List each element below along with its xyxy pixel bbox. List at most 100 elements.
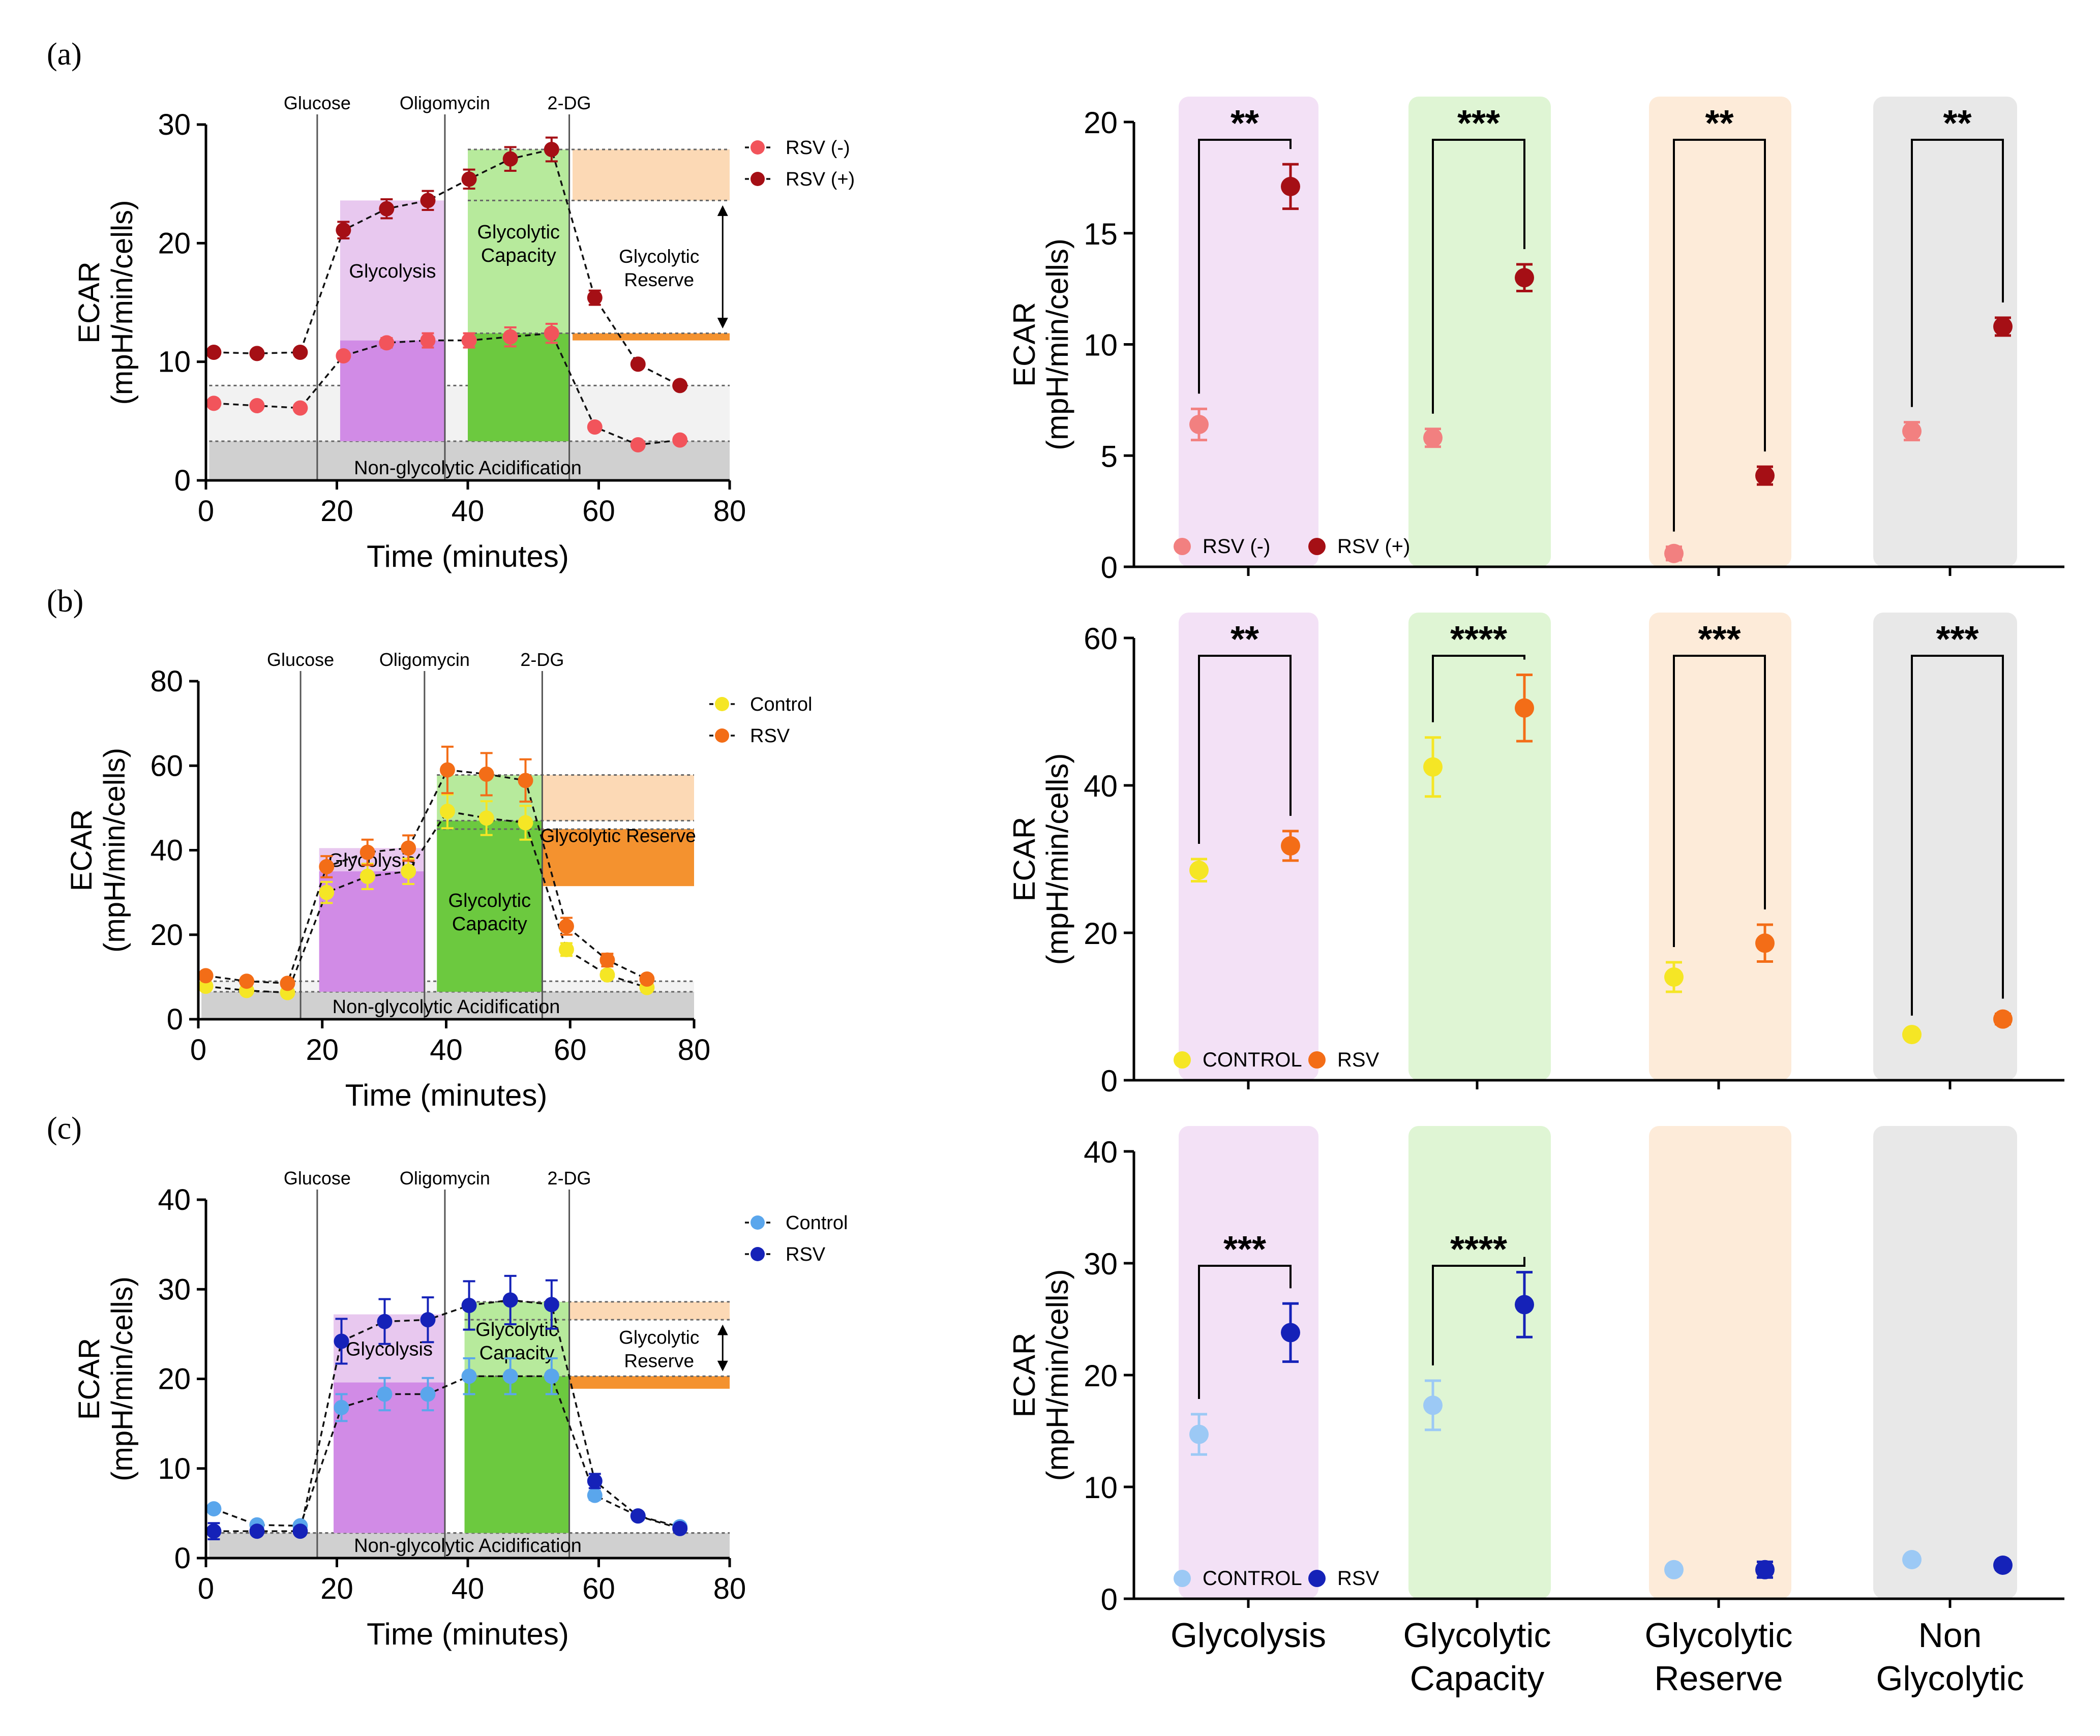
injection-label: Glucose xyxy=(267,649,334,670)
y-axis-title: (mpH/min/cells) xyxy=(1040,1269,1074,1481)
data-point xyxy=(206,395,222,411)
x-tick-label: 80 xyxy=(713,495,746,528)
x-tick-label: 80 xyxy=(713,1572,746,1605)
data-point xyxy=(359,844,375,860)
data-point xyxy=(206,1501,222,1517)
significance-stars: ** xyxy=(1231,103,1259,144)
significance-bracket xyxy=(1673,655,1766,947)
reserve-region xyxy=(569,1376,730,1389)
data-point xyxy=(502,1292,518,1308)
data-point xyxy=(1902,1025,1922,1045)
data-point xyxy=(1664,1560,1684,1579)
y-tick-label: 40 xyxy=(158,1183,191,1216)
y-axis-title: ECAR xyxy=(73,1338,106,1420)
y-axis-title: ECAR xyxy=(73,261,106,343)
legend-marker xyxy=(1308,1051,1326,1069)
nonglycolytic-label: Non-glycolytic Acidification xyxy=(354,458,582,479)
category-band xyxy=(1179,97,1318,567)
data-point xyxy=(420,1386,436,1402)
significance-bracket xyxy=(1432,139,1525,414)
data-point xyxy=(502,1368,518,1384)
category-band xyxy=(1873,97,2017,567)
x-axis-title: Time (minutes) xyxy=(367,539,569,573)
panel-label-a: (a) xyxy=(47,37,82,72)
x-tick-label: 80 xyxy=(678,1033,711,1067)
data-point xyxy=(1423,428,1443,448)
data-point xyxy=(377,1386,393,1402)
data-point xyxy=(1189,1424,1209,1444)
significance-stars: ** xyxy=(1705,103,1733,144)
reserve-label: Glycolytic xyxy=(619,246,699,267)
data-point xyxy=(587,1487,603,1503)
x-tick-label: 0 xyxy=(198,495,214,528)
data-point xyxy=(420,193,436,208)
category-label: Glycolytic xyxy=(1403,1616,1551,1655)
category-band xyxy=(1873,613,2017,1080)
legend-label: Control xyxy=(750,694,813,715)
category-band xyxy=(1408,97,1551,567)
legend-marker xyxy=(751,172,765,186)
significance-stars: *** xyxy=(1936,619,1978,660)
category-band xyxy=(1408,1126,1551,1599)
category-label: Reserve xyxy=(1654,1659,1783,1698)
data-point xyxy=(544,1368,559,1384)
series-line xyxy=(213,1375,680,1528)
data-point xyxy=(502,329,518,345)
data-point xyxy=(420,1312,436,1328)
x-tick-label: 40 xyxy=(430,1033,463,1067)
panel-label-c: (c) xyxy=(47,1111,82,1146)
nonglycolytic-label: Non-glycolytic Acidification xyxy=(354,1535,582,1557)
glycolysis-region xyxy=(319,871,425,992)
legend-marker xyxy=(715,728,729,743)
reserve-region-upper xyxy=(569,1301,730,1320)
y-tick-label: 10 xyxy=(1084,328,1118,362)
reserve-region-upper xyxy=(573,149,730,201)
x-tick-label: 0 xyxy=(198,1572,214,1605)
data-point xyxy=(461,1297,477,1313)
data-point xyxy=(249,1524,265,1539)
injection-label: Oligomycin xyxy=(400,93,490,113)
nonglycolytic-label: Non-glycolytic Acidification xyxy=(333,996,560,1018)
data-point xyxy=(319,885,335,900)
data-point xyxy=(587,1473,603,1489)
y-axis-title: ECAR xyxy=(65,809,98,891)
data-point xyxy=(249,398,265,413)
data-point xyxy=(558,941,574,957)
reserve-label: Reserve xyxy=(624,269,694,290)
data-point xyxy=(518,773,533,788)
y-tick-label: 0 xyxy=(174,1542,191,1575)
y-axis-title: ECAR xyxy=(1007,817,1041,902)
data-point xyxy=(461,171,477,187)
data-point xyxy=(630,1508,646,1524)
data-point xyxy=(1515,268,1534,288)
category-label: Non xyxy=(1918,1616,1982,1655)
reserve-region xyxy=(542,829,694,887)
glycolysis-label: Glycolysis xyxy=(349,261,436,282)
injection-label: 2-DG xyxy=(548,1168,591,1189)
y-axis-title: (mpH/min/cells) xyxy=(98,748,131,953)
legend-marker xyxy=(1174,1051,1191,1069)
data-point xyxy=(439,762,455,778)
data-point xyxy=(292,1524,308,1539)
summary-panel-2: *** ****010203040ECAR(mpH/min/cells)CONTR… xyxy=(1007,1126,2064,1617)
significance-stars: ** xyxy=(1231,619,1259,660)
x-tick-label: 60 xyxy=(582,1572,615,1605)
significance-stars: *** xyxy=(1223,1229,1266,1270)
data-point xyxy=(599,967,615,983)
significance-stars: *** xyxy=(1457,103,1500,144)
data-point xyxy=(478,810,494,826)
x-tick-label: 20 xyxy=(306,1033,339,1067)
significance-bracket xyxy=(1911,655,2004,1016)
data-point xyxy=(379,201,395,217)
y-tick-label: 10 xyxy=(1084,1471,1118,1505)
data-point xyxy=(1189,860,1209,880)
data-point xyxy=(379,335,395,351)
data-point xyxy=(587,290,603,306)
summary-panel-0: ** *** ** **05101520ECAR(mpH/min/cells)RSV … xyxy=(1007,97,2064,585)
legend-label: RSV (-) xyxy=(786,137,850,159)
data-point xyxy=(439,804,455,819)
capacity-label: Capacity xyxy=(481,245,556,266)
significance-bracket xyxy=(1198,655,1292,844)
y-tick-label: 0 xyxy=(167,1003,183,1036)
